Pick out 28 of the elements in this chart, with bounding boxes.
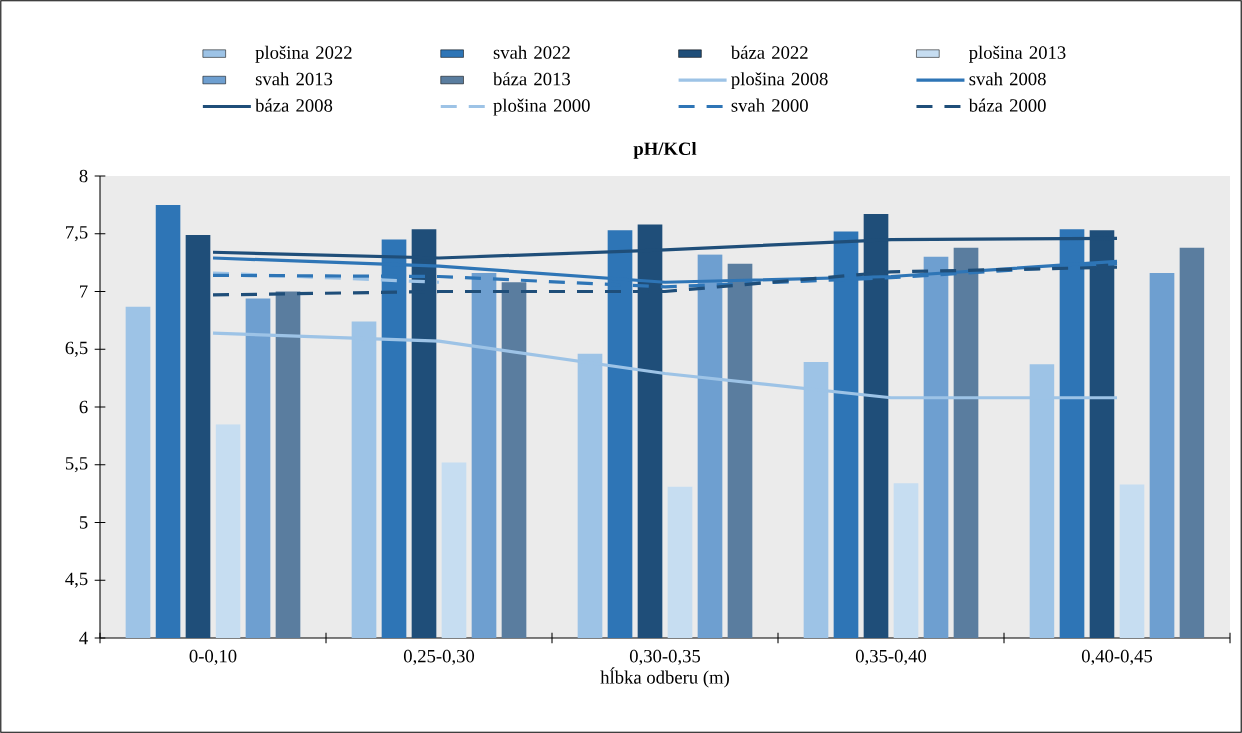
y-tick-label: 6 (79, 400, 88, 414)
y-tick-label: 4 (79, 631, 88, 645)
legend-label: plošina 2013 (969, 45, 1066, 63)
legend-label: svah 2000 (731, 98, 808, 112)
y-tick-label: 8 (79, 169, 88, 183)
x-tick-label: 0-0,10 (189, 649, 237, 666)
legend-label: báza 2022 (730, 45, 808, 59)
x-tick-label: 0,40-0,45 (1081, 649, 1153, 666)
y-tick-label: 5,5 (65, 457, 88, 473)
legend-label: svah 2022 (493, 45, 570, 59)
legend-label: plošina 2000 (493, 98, 590, 116)
legend-label: plošina 2008 (731, 72, 828, 90)
y-tick-label: 5 (79, 516, 88, 529)
y-tick-label: 6,5 (65, 341, 88, 357)
y-tick-label: 7,5 (66, 226, 88, 242)
legend-label: plošina 2022 (255, 45, 352, 63)
x-axis-title: hĺbka odberu (m) (600, 667, 729, 688)
legend-label: svah 2013 (255, 72, 333, 86)
x-tick-label: 0,25-0,30 (403, 649, 475, 666)
y-tick-label: 4,5 (65, 572, 88, 588)
legend-label: báza 2013 (493, 72, 571, 86)
legend-label: báza 2000 (968, 98, 1046, 112)
y-tick-label: 7 (80, 285, 88, 298)
legend-label: svah 2008 (969, 72, 1046, 86)
legend-label: báza 2008 (255, 98, 333, 112)
x-tick-label: 0,30-0,35 (629, 649, 701, 666)
chart-title: pH/KCl (633, 141, 697, 159)
x-tick-label: 0,35-0,40 (855, 649, 927, 666)
